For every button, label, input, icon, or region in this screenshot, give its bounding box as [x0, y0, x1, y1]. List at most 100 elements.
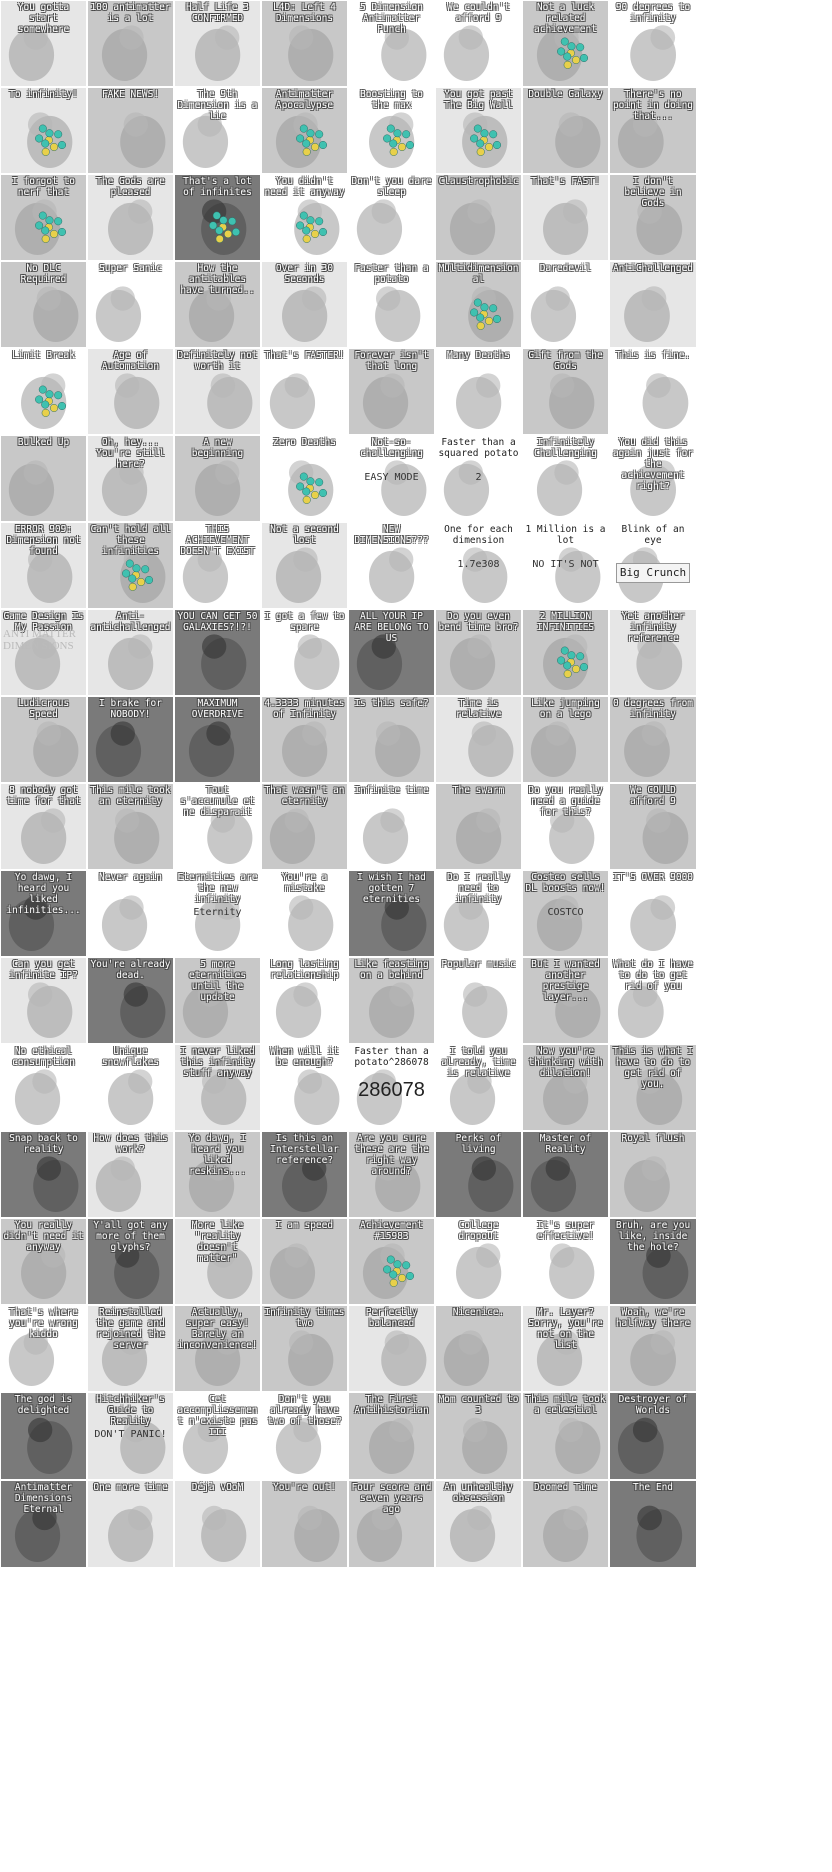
achievement-tile-l4d-left-4-dimensions[interactable]: L4D: Left 4 Dimensions [261, 0, 348, 87]
achievement-tile-can-t-hold-all-these-infinities[interactable]: Can't hold all these infinities [87, 522, 174, 609]
achievement-tile-college-dropout[interactable]: College dropout [435, 1218, 522, 1305]
achievement-tile-you-gotta-start-somewhere[interactable]: You gotta start somewhere [0, 0, 87, 87]
achievement-tile-costco-sells-dl-boosts-now[interactable]: Costco sells DL boosts now! COSTCO [522, 870, 609, 957]
achievement-tile-you-really-didn-t-need-it-anyway[interactable]: You really didn't need it anyway [0, 1218, 87, 1305]
achievement-tile-age-of-automation[interactable]: Age of Automation [87, 348, 174, 435]
achievement-tile-don-t-you-dare-sleep[interactable]: Don't you dare sleep [348, 174, 435, 261]
achievement-tile-can-you-get-infinite-ip[interactable]: Can you get infinite IP? [0, 957, 87, 1044]
achievement-tile-how-the-antitables-have-turned[interactable]: How the antitables have turned.. [174, 261, 261, 348]
achievement-tile-anti-antichallenged[interactable]: Anti-antichallenged [87, 609, 174, 696]
achievement-tile-double-galaxy[interactable]: Double Galaxy [522, 87, 609, 174]
achievement-tile-doomed-time[interactable]: Doomed Time [522, 1480, 609, 1568]
achievement-tile-new-dimensions[interactable]: NEW DIMENSIONS??? [348, 522, 435, 609]
achievement-tile-antimatter-dimensions-eternal[interactable]: Antimatter Dimensions Eternal [0, 1480, 87, 1568]
achievement-tile-not-a-second-lost[interactable]: Not a second lost [261, 522, 348, 609]
achievement-tile-one-for-each-dimension[interactable]: One for each dimension 1.7e308 [435, 522, 522, 609]
achievement-tile-tout-s-accumule-et-ne-disparait[interactable]: Tout s'accumule et ne disparait [174, 783, 261, 870]
achievement-tile-achievement-15983[interactable]: Achievement #15983 [348, 1218, 435, 1305]
achievement-tile-there-s-no-point-in-doing-that[interactable]: There's no point in doing that... [609, 87, 697, 174]
achievement-tile-the-swarm[interactable]: The swarm [435, 783, 522, 870]
achievement-tile-multidimensional[interactable]: Multidimensional [435, 261, 522, 348]
achievement-tile-i-told-you-already-time-is-relative[interactable]: I told you already, time is relative [435, 1044, 522, 1131]
achievement-tile-oh-hey-you-re-still-here[interactable]: Oh, hey... You're still here? [87, 435, 174, 522]
achievement-tile-more-like-reality-doesn-t-matter[interactable]: More like "reality doesn't matter" [174, 1218, 261, 1305]
achievement-tile-you-didn-t-need-it-anyway[interactable]: You didn't need it anyway [261, 174, 348, 261]
achievement-tile-like-feasting-on-a-behind[interactable]: Like feasting on a behind [348, 957, 435, 1044]
achievement-tile-don-t-you-already-have-two-of-those[interactable]: Don't you already have two of those? [261, 1392, 348, 1480]
achievement-tile-90-degrees-to-infinity[interactable]: 90 degrees to infinity [609, 0, 697, 87]
achievement-tile-woah-we-re-halfway-there[interactable]: Woah, we're halfway there [609, 1305, 697, 1392]
achievement-tile-this-mile-took-a-celestial[interactable]: This mile took a celestial [522, 1392, 609, 1480]
achievement-tile-i-never-liked-this-infinity-stuff-anyway[interactable]: I never liked this infinity stuff anyway [174, 1044, 261, 1131]
achievement-tile-daredevil[interactable]: Daredevil [522, 261, 609, 348]
achievement-tile-this-achievement-doesn-t-exist[interactable]: THIS ACHIEVEMENT DOESN'T EXIST [174, 522, 261, 609]
achievement-tile-the-first-antihistorian[interactable]: The First Antihistorian [348, 1392, 435, 1480]
achievement-tile-mom-counted-to-3[interactable]: Mom counted to 3 [435, 1392, 522, 1480]
achievement-tile-all-your-ip-are-belong-to-us[interactable]: ALL YOUR IP ARE BELONG TO US [348, 609, 435, 696]
achievement-tile-do-you-really-need-a-guide-for-this[interactable]: Do you really need a guide for this? [522, 783, 609, 870]
achievement-tile-reinstalled-the-game-and-rejoined-the-se[interactable]: Reinstalled the game and rejoined the se… [87, 1305, 174, 1392]
achievement-tile-are-you-sure-these-are-the-right-way-aro[interactable]: Are you sure these are the right way aro… [348, 1131, 435, 1218]
achievement-tile-bruh-are-you-like-inside-the-hole[interactable]: Bruh, are you like, inside the hole? [609, 1218, 697, 1305]
achievement-tile-the-god-is-delighted[interactable]: The god is delighted [0, 1392, 87, 1480]
achievement-tile-error-909-dimension-not-found[interactable]: ERROR 909: Dimension not found [0, 522, 87, 609]
achievement-tile-4-3333-minutes-of-infinity[interactable]: 4.3333 minutes of Infinity [261, 696, 348, 783]
achievement-tile-nicenice[interactable]: Nicenice. [435, 1305, 522, 1392]
achievement-tile-that-s-faster[interactable]: That's FASTER! [261, 348, 348, 435]
achievement-tile-you-re-a-mistake[interactable]: You're a mistake [261, 870, 348, 957]
achievement-tile-this-mile-took-an-eternity[interactable]: This mile took an eternity [87, 783, 174, 870]
achievement-tile-one-more-time[interactable]: One more time [87, 1480, 174, 1568]
achievement-tile-blink-of-an-eye[interactable]: Blink of an eye Big Crunch [609, 522, 697, 609]
achievement-tile-1-million-is-a-lot[interactable]: 1 Million is a lot NO IT'S NOT [522, 522, 609, 609]
achievement-tile-forever-isn-t-that-long[interactable]: Forever isn't that long [348, 348, 435, 435]
achievement-tile-not-a-luck-related-achievement[interactable]: Not a luck related achievement [522, 0, 609, 87]
achievement-tile-the-gods-are-pleased[interactable]: The Gods are pleased [87, 174, 174, 261]
achievement-tile-that-s-fast[interactable]: That's FAST! [522, 174, 609, 261]
achievement-tile-bulked-up[interactable]: Bulked Up [0, 435, 87, 522]
achievement-tile-four-score-and-seven-years-ago[interactable]: Four score and seven years ago [348, 1480, 435, 1568]
achievement-tile-faster-than-a-potato[interactable]: Faster than a potato [348, 261, 435, 348]
achievement-tile-infinite-time[interactable]: Infinite time [348, 783, 435, 870]
achievement-tile-destroyer-of-worlds[interactable]: Destroyer of Worlds [609, 1392, 697, 1480]
achievement-tile-yet-another-infinity-reference[interactable]: Yet another infinity reference [609, 609, 697, 696]
achievement-tile-this-is-what-i-have-to-do-to-get-rid-of-[interactable]: This is what I have to do to get rid of … [609, 1044, 697, 1131]
achievement-tile-definitely-not-worth-it[interactable]: Definitely not worth it [174, 348, 261, 435]
achievement-tile-5-dimension-antimatter-punch[interactable]: 5 Dimension Antimatter Punch [348, 0, 435, 87]
achievement-tile-maximum-overdrive[interactable]: MAXIMUM OVERDRIVE [174, 696, 261, 783]
achievement-tile-hitchhiker-s-guide-to-reality[interactable]: Hitchhiker's Guide to Reality DON'T PANIC… [87, 1392, 174, 1480]
achievement-tile-infinitely-challenging[interactable]: Infinitely Challenging [522, 435, 609, 522]
achievement-tile-antichallenged[interactable]: AntiChallenged [609, 261, 697, 348]
achievement-tile-snap-back-to-reality[interactable]: Snap back to reality [0, 1131, 87, 1218]
achievement-tile-0-degrees-from-infinity[interactable]: 0 degrees from infinity [609, 696, 697, 783]
achievement-tile-master-of-reality[interactable]: Master of Reality [522, 1131, 609, 1218]
achievement-tile-you-re-already-dead[interactable]: You're already dead. [87, 957, 174, 1044]
achievement-tile-i-brake-for-nobody[interactable]: I brake for NOBODY! [87, 696, 174, 783]
achievement-tile-cet-accomplissement-n-existe-pas-iii[interactable]: Cet accomplissement n'existe pas III [174, 1392, 261, 1480]
achievement-tile-zero-deaths[interactable]: Zero Deaths [261, 435, 348, 522]
achievement-tile-no-ethical-consumption[interactable]: No ethical consumption [0, 1044, 87, 1131]
achievement-tile-limit-break[interactable]: Limit Break [0, 348, 87, 435]
achievement-tile-d-j-voom[interactable]: Déjà vOoM [174, 1480, 261, 1568]
achievement-tile-over-in-30-seconds[interactable]: Over in 30 Seconds [261, 261, 348, 348]
achievement-tile-i-forgot-to-nerf-that[interactable]: I forgot to nerf that [0, 174, 87, 261]
achievement-tile-you-did-this-again-just-for-the-achievem[interactable]: You did this again just for the achievem… [609, 435, 697, 522]
achievement-tile-that-s-where-you-re-wrong-kiddo[interactable]: That's where you're wrong kiddo [0, 1305, 87, 1392]
achievement-tile-popular-music[interactable]: Popular music [435, 957, 522, 1044]
achievement-tile-y-all-got-any-more-of-them-glyphs[interactable]: Y'all got any more of them glyphs? [87, 1218, 174, 1305]
achievement-tile-100-antimatter-is-a-lot[interactable]: 100 antimatter is a lot [87, 0, 174, 87]
achievement-tile-you-can-get-50-galaxies[interactable]: YOU CAN GET 50 GALAXIES?!?! [174, 609, 261, 696]
achievement-tile-that-wasn-t-an-eternity[interactable]: That wasn't an eternity [261, 783, 348, 870]
achievement-tile-when-will-it-be-enough[interactable]: When will it be enough? [261, 1044, 348, 1131]
achievement-tile-do-i-really-need-to-infinity[interactable]: Do I really need to infinity [435, 870, 522, 957]
achievement-tile-that-s-a-lot-of-infinites[interactable]: That's a lot of infinites [174, 174, 261, 261]
achievement-tile-is-this-safe[interactable]: Is this safe? [348, 696, 435, 783]
achievement-tile-not-so-challenging[interactable]: Not-so-challenging EASY MODE [348, 435, 435, 522]
achievement-tile-no-dlc-required[interactable]: No DLC Required [0, 261, 87, 348]
achievement-tile-super-sanic[interactable]: Super Sanic [87, 261, 174, 348]
achievement-tile-many-deaths[interactable]: Many Deaths [435, 348, 522, 435]
achievement-tile-yo-dawg-i-heard-you-liked-infinities[interactable]: Yo dawg, I heard you liked infinities... [0, 870, 87, 957]
achievement-tile-faster-than-a-squared-potato[interactable]: Faster than a squared potato 2 [435, 435, 522, 522]
achievement-tile-this-is-fine[interactable]: This is fine. [609, 348, 697, 435]
achievement-tile-yo-dawg-i-heard-you-liked-reskins[interactable]: Yo dawg, I heard you liked reskins... [174, 1131, 261, 1218]
achievement-tile-mr-layer-sorry-you-re-not-on-the-list[interactable]: Mr. Layer? Sorry, you're not on the list [522, 1305, 609, 1392]
